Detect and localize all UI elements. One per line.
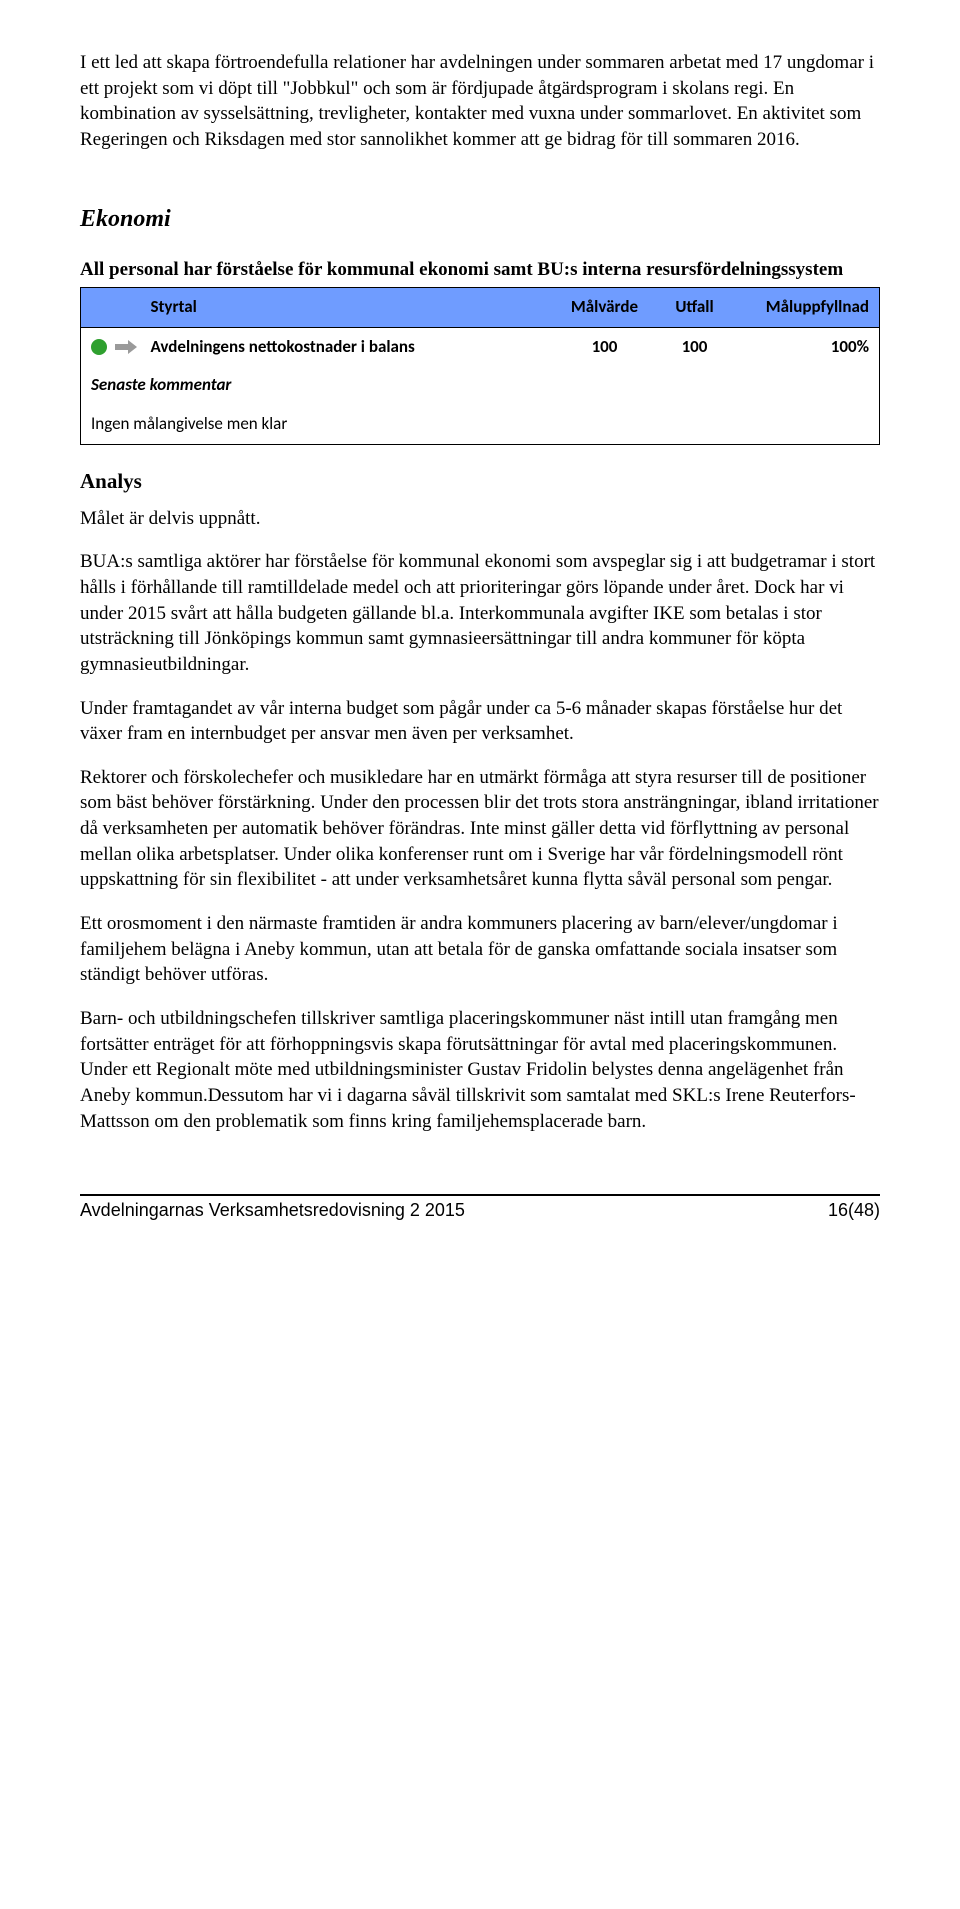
styrtal-table: Styrtal Målvärde Utfall Måluppfyllnad Av… — [80, 287, 880, 446]
footer-right: 16(48) — [828, 1198, 880, 1222]
footer-left: Avdelningarnas Verksamhetsredovisning 2 … — [80, 1198, 465, 1222]
intro-paragraph: I ett led att skapa förtroendefulla rela… — [80, 50, 880, 153]
status-cell — [81, 327, 141, 366]
analys-para: Rektorer och förskolechefer och musikled… — [80, 765, 880, 893]
row-utfall: 100 — [650, 327, 740, 366]
col-maluppfyllnad: Måluppfyllnad — [740, 287, 880, 327]
analys-para: BUA:s samtliga aktörer har förståelse fö… — [80, 549, 880, 677]
ekonomi-heading: Ekonomi — [80, 203, 880, 235]
comment-text-row: Ingen målangivelse men klar — [81, 405, 880, 444]
row-maluppfyllnad: 100% — [740, 327, 880, 366]
ekonomi-subtitle: All personal har förståelse för kommunal… — [80, 257, 880, 283]
analys-para: Ett orosmoment i den närmaste framtiden … — [80, 911, 880, 988]
comment-text: Ingen målangivelse men klar — [81, 405, 880, 444]
comment-label-row: Senaste kommentar — [81, 366, 880, 405]
table-row: Avdelningens nettokostnader i balans 100… — [81, 327, 880, 366]
footer-rule — [80, 1194, 880, 1196]
comment-label: Senaste kommentar — [81, 366, 880, 405]
col-styrtal: Styrtal — [141, 287, 560, 327]
page-footer: Avdelningarnas Verksamhetsredovisning 2 … — [80, 1198, 880, 1222]
analys-para: Målet är delvis uppnått. — [80, 506, 880, 532]
status-dot-icon — [91, 339, 107, 355]
row-label: Avdelningens nettokostnader i balans — [141, 327, 560, 366]
col-utfall: Utfall — [650, 287, 740, 327]
col-status — [81, 287, 141, 327]
analys-para: Barn- och utbildningschefen tillskriver … — [80, 1006, 880, 1134]
row-malvarde: 100 — [560, 327, 650, 366]
analys-heading: Analys — [80, 467, 880, 495]
analys-para: Under framtagandet av vår interna budget… — [80, 696, 880, 747]
col-malvarde: Målvärde — [560, 287, 650, 327]
